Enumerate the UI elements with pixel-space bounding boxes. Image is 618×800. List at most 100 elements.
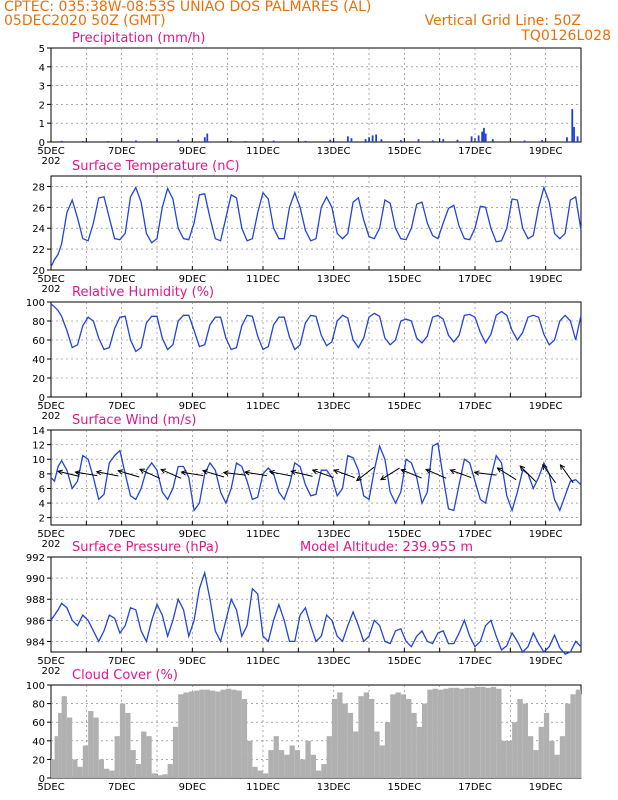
wind-vector (519, 465, 537, 482)
wind-vector (380, 467, 400, 481)
cloud-bar (252, 766, 258, 778)
wind-arrowhead (311, 468, 318, 475)
precip-bar (329, 139, 332, 142)
cloud-bar (443, 688, 449, 778)
x-tick-label: 17DEC (458, 146, 492, 157)
panel-title: Surface Pressure (hPa) (72, 540, 219, 555)
y-tick-label: 20 (32, 374, 45, 385)
wind-vector (181, 471, 204, 477)
x-tick-label: 11DEC (246, 529, 280, 540)
panel-1: 20 22 24 26 28 Surface Temperature (nC) 5DEC 7D… (32, 159, 582, 295)
cloud-bar (151, 773, 157, 778)
wind-arrowhead (559, 463, 566, 470)
y-tick-label: 0 (39, 138, 45, 149)
wind-vector (356, 466, 375, 481)
precip-bar (400, 140, 402, 142)
precip-bar (541, 140, 544, 142)
cloud-bar (119, 703, 126, 778)
wind-arrowhead (496, 467, 503, 473)
precip-bar (364, 139, 367, 142)
cloud-bar (432, 688, 438, 778)
panel-frame (50, 429, 582, 526)
cloud-bar (337, 692, 343, 778)
cloud-bar (326, 736, 332, 778)
x-tick-label: 9DEC (179, 401, 206, 412)
x-tick-label: 13DEC (317, 274, 351, 285)
precip-bar (350, 138, 353, 142)
precip-bar (375, 134, 378, 142)
precip-bar (82, 141, 84, 142)
y-tick-label: 984 (26, 637, 45, 648)
wind-arrowhead (542, 463, 548, 470)
cloud-bar (241, 698, 248, 778)
wind-arrowhead (138, 468, 145, 474)
y-tick-label: 14 (32, 426, 45, 437)
y-tick-label: 5 (39, 44, 45, 55)
x-tick-label: 11DEC (246, 656, 280, 667)
y-tick-label: 80 (32, 700, 45, 711)
cloud-bar (257, 770, 263, 778)
panel-0: 0 1 2 3 4 5 Precipitation (mm/h) 5DEC 7DEC 9DEC 11… (37, 31, 582, 167)
cloud-bar (374, 731, 380, 778)
cloud-bar (72, 759, 78, 778)
precip-bar (470, 136, 473, 142)
wind-arrowhead (290, 469, 297, 475)
y-tick-label: 40 (32, 355, 45, 366)
cloud-bar (400, 694, 407, 778)
cloud-bar (358, 696, 364, 778)
precip-bar (477, 135, 480, 142)
y-tick-label: 40 (32, 737, 45, 748)
cloud-bar (199, 689, 205, 778)
y-tick-label: 26 (32, 203, 45, 214)
panel-frame (50, 175, 582, 271)
cloud-bar (77, 766, 83, 778)
x-tick-label: 17DEC (458, 274, 492, 285)
precip-bar (571, 109, 574, 142)
x-tick-label: 13DEC (317, 782, 351, 793)
cloud-bar (490, 686, 497, 778)
cloud-bar (522, 703, 528, 778)
panel-frame (50, 301, 582, 398)
cloud-bar (194, 690, 200, 778)
cloud-bar (353, 731, 359, 778)
cloud-bar (247, 740, 253, 778)
x-tick-label: 17DEC (458, 656, 492, 667)
x-tick-label: 13DEC (317, 146, 351, 157)
x-tick-label: 15DEC (387, 529, 421, 540)
cloud-bar (538, 726, 544, 778)
y-tick-label: 24 (32, 224, 45, 235)
x-tick-label: 17DEC (458, 401, 492, 412)
y-tick-label: 80 (32, 317, 45, 328)
x-tick-label: 19DEC (529, 146, 563, 157)
cloud-bar (384, 722, 391, 778)
x-tick-label: 17DEC (458, 782, 492, 793)
cloud-bar (543, 712, 550, 778)
x-tick-label: 15DEC (387, 274, 421, 285)
x-tick-label: 15DEC (387, 656, 421, 667)
cloud-bar (278, 750, 285, 778)
precip-bar (523, 140, 526, 142)
x-tick-label: 19DEC (529, 656, 563, 667)
x-tick-label: 11DEC (246, 782, 280, 793)
wind-arrowhead (117, 469, 124, 475)
wind-vector (497, 467, 517, 481)
wind-arrowhead (355, 475, 362, 482)
cloud-bar (570, 694, 576, 778)
cloud-bar (146, 736, 152, 778)
y-tick-label: 12 (32, 441, 45, 452)
cloud-bar (565, 703, 571, 778)
cloud-bar (104, 768, 110, 778)
header-grid-line: Vertical Grid Line: 50Z (425, 13, 581, 29)
x-tick-label: 13DEC (317, 529, 351, 540)
wind-arrowhead (268, 469, 275, 476)
cloud-bar (88, 711, 94, 778)
y-tick-label: 0 (39, 774, 45, 785)
y-tick-label: 2 (39, 100, 45, 111)
precip-bar (380, 139, 383, 142)
x-tick-label: 11DEC (246, 274, 280, 285)
cloud-bar (316, 770, 322, 778)
precip-bar (417, 139, 420, 142)
wind-arrowhead (160, 468, 167, 474)
wind-vector (160, 468, 182, 479)
cloud-bar (347, 712, 354, 778)
